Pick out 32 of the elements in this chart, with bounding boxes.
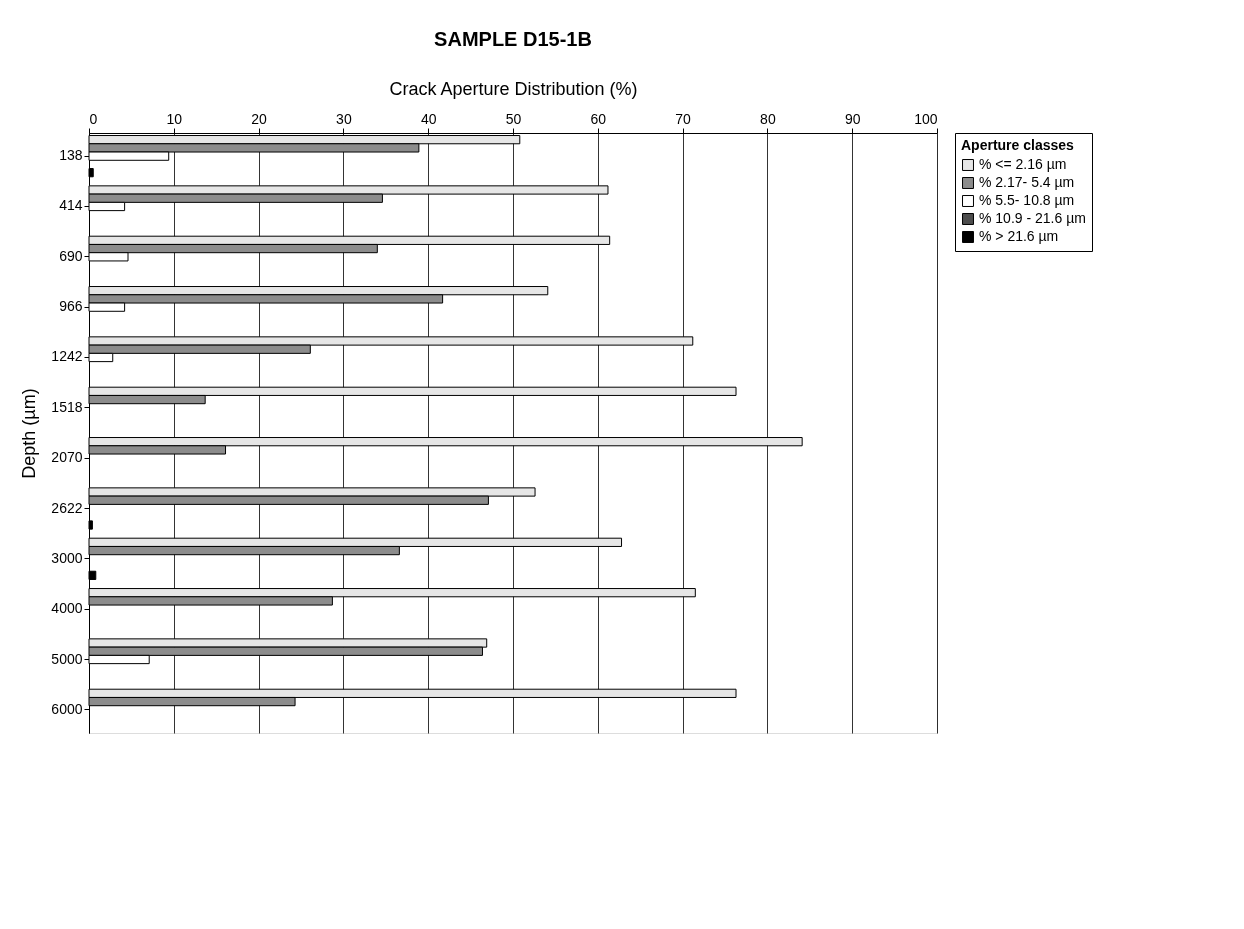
x-tick-label: 20: [251, 110, 268, 127]
legend-label: % 5.5- 10.8 µm: [979, 192, 1075, 208]
legend-label: % <= 2.16 µm: [979, 156, 1067, 172]
y-axis-title: Depth (µm): [19, 388, 40, 479]
x-tick-label: 60: [590, 110, 607, 127]
x-axis-title: Crack Aperture Distribution (%): [389, 78, 638, 99]
x-tick-label: 70: [675, 110, 692, 127]
x-tick-label: 10: [166, 110, 183, 127]
y-tick-label: 2622: [51, 499, 83, 516]
x-tick-label: 50: [505, 110, 522, 127]
x-tick-label: 100: [914, 110, 938, 127]
y-tick-label: 138: [59, 147, 83, 164]
y-tick-label: 966: [59, 298, 83, 315]
x-tick-label: 90: [844, 110, 861, 127]
legend-title: Aperture classes: [961, 137, 1075, 153]
x-tick-label: 40: [420, 110, 437, 127]
x-tick-label: 0: [89, 110, 98, 127]
y-tick-label: 414: [59, 197, 83, 214]
y-tick-label: 1242: [51, 348, 83, 365]
x-tick-label: 30: [336, 110, 352, 127]
chart-title: SAMPLE D15-1B: [434, 28, 592, 50]
y-tick-label: 4000: [51, 600, 83, 617]
y-tick-label: 1518: [51, 398, 83, 415]
legend-label: % > 21.6 µm: [979, 228, 1059, 244]
x-tick-label: 80: [760, 110, 776, 127]
y-tick-label: 5000: [51, 650, 83, 667]
y-tick-label: 3000: [51, 549, 83, 566]
legend-label: % 10.9 - 21.6 µm: [979, 210, 1086, 226]
y-tick-label: 6000: [51, 700, 83, 717]
legend-label: % 2.17- 5.4 µm: [979, 174, 1075, 190]
y-tick-label: 690: [59, 247, 83, 264]
y-tick-label: 2070: [51, 449, 83, 466]
